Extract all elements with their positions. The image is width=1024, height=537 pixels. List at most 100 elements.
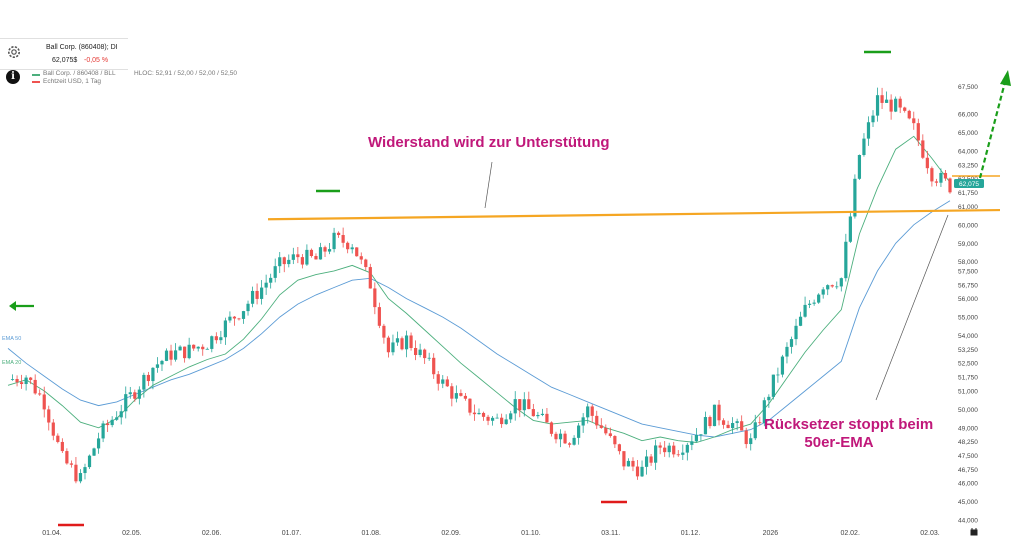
candle: [789, 339, 794, 347]
candle: [260, 287, 264, 299]
candle: [930, 168, 934, 182]
candle: [527, 399, 531, 410]
candle: [495, 417, 499, 419]
candle: [228, 316, 232, 321]
candle: [459, 393, 463, 396]
y-tick-label: 67,500: [958, 84, 978, 91]
candle: [232, 316, 237, 319]
candle: [441, 379, 445, 384]
candle: [948, 178, 952, 193]
x-tick-label: 03.11.: [601, 530, 620, 537]
candle: [513, 399, 517, 414]
y-tick-label: 44,000: [958, 518, 978, 525]
y-tick-label: 63,250: [958, 162, 978, 169]
candle: [667, 445, 671, 453]
candle: [481, 412, 486, 417]
candle: [468, 398, 472, 413]
candle: [839, 278, 843, 287]
candle: [894, 98, 898, 112]
candle: [196, 346, 200, 349]
candle: [835, 286, 839, 288]
candle: [187, 344, 191, 359]
candle: [472, 412, 477, 415]
ema50-line: [7, 200, 951, 438]
x-tick-label: 02.05.: [122, 530, 142, 537]
candle: [907, 110, 911, 119]
ema20-label: EMA 20: [2, 360, 21, 366]
candle: [812, 302, 816, 304]
y-tick-label: 66,000: [958, 112, 978, 119]
y-tick-label: 61,000: [958, 204, 978, 211]
price-tag-label: 62,075: [959, 181, 979, 188]
candle: [418, 349, 422, 356]
candle: [436, 374, 440, 384]
calendar-icon[interactable]: [970, 528, 978, 536]
candle: [173, 350, 178, 360]
y-tick-label: 52,500: [958, 361, 978, 368]
candle: [504, 419, 508, 425]
candle: [939, 172, 943, 183]
candle: [287, 259, 291, 265]
info-icon[interactable]: i: [6, 70, 20, 84]
resistance-leader-line: [484, 161, 493, 209]
candle: [644, 456, 649, 467]
candle: [794, 325, 798, 340]
candle: [92, 448, 96, 456]
support-level-line: [267, 208, 1001, 221]
candle: [214, 336, 218, 341]
candle: [540, 413, 545, 415]
candle: [164, 350, 169, 361]
candle: [391, 342, 395, 353]
candle: [848, 216, 852, 242]
candle: [404, 335, 409, 350]
candle: [47, 409, 51, 423]
x-tick-label: 02.02.: [840, 530, 860, 537]
candle: [296, 254, 300, 258]
candle: [712, 404, 717, 427]
candle: [699, 434, 703, 436]
candle: [432, 357, 436, 375]
candle: [395, 338, 400, 343]
candle: [798, 316, 803, 326]
gear-icon[interactable]: [6, 44, 22, 60]
candle: [15, 379, 19, 383]
ohlc-readout: HLOC: 52,91 / 52,00 / 52,00 / 52,50: [134, 70, 237, 77]
candle: [599, 425, 603, 428]
candle: [522, 399, 526, 411]
pullback-annotation-line1: Rücksetzer stoppt beim: [764, 416, 934, 433]
candle: [563, 433, 567, 444]
candle: [871, 115, 875, 123]
candle: [291, 254, 295, 260]
ema50-label: EMA 50: [2, 336, 21, 342]
candle: [785, 346, 789, 357]
candle: [681, 452, 685, 455]
candle: [500, 417, 504, 425]
candle: [866, 122, 871, 139]
candle: [613, 436, 617, 445]
candle: [246, 303, 250, 312]
candle: [74, 464, 78, 482]
candle: [617, 444, 621, 452]
candle: [269, 277, 273, 283]
candle: [205, 348, 209, 350]
candle: [278, 257, 282, 267]
candle: [223, 320, 227, 338]
price-change: -0,05 %: [84, 57, 109, 64]
x-tick-label: 2026: [763, 530, 779, 537]
candle: [454, 393, 458, 399]
candle: [943, 172, 948, 179]
candle: [413, 347, 418, 356]
candle: [884, 99, 889, 103]
candle: [423, 349, 427, 359]
candle: [916, 123, 920, 141]
candle: [38, 393, 42, 395]
candle: [241, 311, 246, 319]
candle: [717, 404, 721, 421]
candle: [590, 406, 594, 416]
pullback-annotation-line2: 50er-EMA: [804, 434, 874, 451]
x-tick-label: 01.12.: [681, 530, 701, 537]
candle: [409, 335, 413, 348]
candle: [128, 392, 132, 395]
candle: [51, 422, 55, 436]
